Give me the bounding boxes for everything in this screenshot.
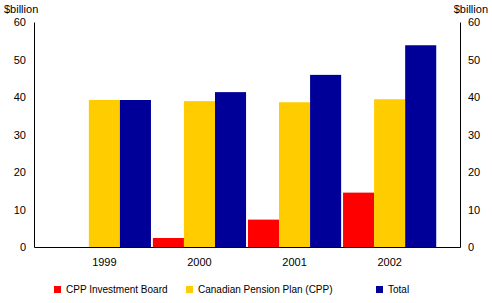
tick-label: 60 [468, 16, 480, 28]
tick-label: 10 [14, 204, 26, 216]
bar [215, 92, 246, 247]
tick-label: 40 [14, 91, 26, 103]
legend: CPP Investment Board Canadian Pension Pla… [54, 284, 409, 295]
tick: 30 [460, 129, 480, 141]
tick: 50 [14, 54, 34, 66]
tick: 60 [14, 16, 34, 28]
tick: 60 [460, 16, 480, 28]
tick-label: 0 [20, 241, 26, 253]
tick: 10 [14, 204, 34, 216]
bar [343, 193, 374, 247]
tick-label: 40 [468, 91, 480, 103]
legend-label: CPP Investment Board [66, 284, 168, 295]
bar [279, 102, 310, 247]
bar [89, 100, 120, 247]
bar [153, 238, 184, 247]
tick-label: 60 [14, 16, 26, 28]
legend-swatch [54, 286, 61, 293]
tick-label: 20 [468, 166, 480, 178]
tick: 40 [460, 91, 480, 103]
bar [405, 45, 436, 247]
tick: 40 [14, 91, 34, 103]
tick-label: 10 [468, 204, 480, 216]
bar [374, 99, 405, 247]
tick: 2000 [187, 247, 211, 268]
bar [120, 100, 151, 247]
bar [184, 101, 215, 247]
tick: 30 [14, 129, 34, 141]
tick-label: 30 [468, 129, 480, 141]
tick-label: 30 [14, 129, 26, 141]
x-axis: 1999 2000 2001 2002 [35, 247, 461, 268]
y-axis-title: $billion [4, 3, 38, 15]
tick: 1999 [92, 247, 116, 268]
tick-label: 50 [14, 54, 26, 66]
y2-axis: 0 10 20 30 40 50 60 [460, 16, 480, 253]
bar [248, 220, 279, 247]
tick-label: 2000 [187, 256, 211, 268]
tick: 10 [460, 204, 480, 216]
tick-label: 0 [468, 241, 474, 253]
bar [58, 247, 89, 248]
legend-label: Canadian Pension Plan (CPP) [198, 284, 333, 295]
legend-swatch [186, 286, 193, 293]
bar [310, 75, 341, 247]
tick: 20 [460, 166, 480, 178]
tick: 0 [20, 241, 34, 253]
tick-label: 2001 [282, 256, 306, 268]
tick: 2001 [282, 247, 306, 268]
y2-axis-title: $billion [454, 3, 488, 15]
axis-line [35, 247, 461, 248]
axis-line [460, 23, 461, 248]
tick-label: 20 [14, 166, 26, 178]
legend-swatch [376, 286, 383, 293]
axis-line [34, 23, 35, 248]
tick: 2002 [377, 247, 401, 268]
tick-label: 1999 [92, 256, 116, 268]
legend-label: Total [388, 284, 409, 295]
chart: 0 10 20 30 40 50 60 0 10 20 30 40 50 60 1999 2000 2001 20… [0, 0, 492, 303]
bars [89, 45, 436, 247]
tick: 20 [14, 166, 34, 178]
tick-label: 2002 [377, 256, 401, 268]
y-axis: 0 10 20 30 40 50 60 [14, 16, 35, 253]
tick: 50 [460, 54, 480, 66]
tick-label: 50 [468, 54, 480, 66]
tick: 0 [460, 241, 474, 253]
